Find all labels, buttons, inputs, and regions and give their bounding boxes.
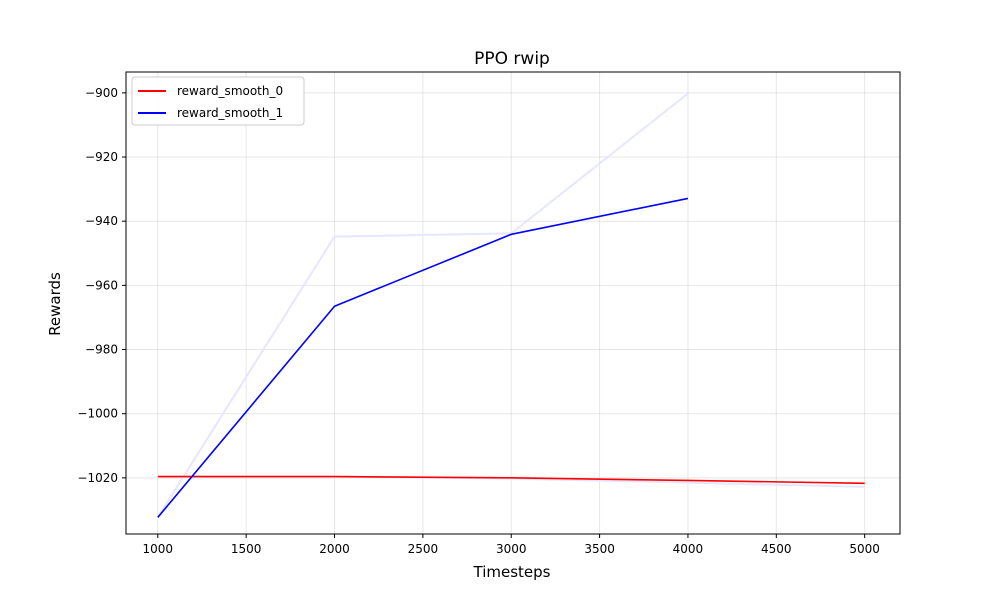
raw-series-line-1 [156,92,689,518]
plot-frame [125,71,901,535]
y-tick-label: −960 [85,278,118,292]
y-tick-label: −900 [85,86,118,100]
legend-label-reward-smooth-1: reward_smooth_1 [177,106,283,120]
y-tick-label: −940 [85,214,118,228]
y-tick-label: −980 [85,343,118,357]
chart-title: PPO rwip [474,49,550,69]
series-layer [157,197,865,518]
series-line-reward-smooth-0 [157,475,865,485]
legend-box [131,76,305,126]
grid [126,72,900,534]
x-tick-label: 1000 [143,542,174,556]
x-tick-label: 3500 [584,542,615,556]
legend-label-reward-smooth-0: reward_smooth_0 [177,84,283,98]
y-tick-label: −920 [85,150,118,164]
x-tick-label: 3000 [496,542,527,556]
x-tick-label: 4000 [673,542,704,556]
legend: reward_smooth_0 reward_smooth_1 [131,76,305,126]
x-axis-ticks: 1000 1500 2000 2500 3000 3500 4000 4500 5000 [143,534,880,556]
x-tick-label: 1500 [231,542,262,556]
series-line-reward-smooth-1 [157,197,689,518]
x-tick-label: 5000 [849,542,880,556]
y-tick-label: −1020 [77,471,118,485]
x-tick-label: 2500 [408,542,439,556]
y-tick-label: −1000 [77,407,118,421]
x-tick-label: 4500 [761,542,792,556]
x-axis-label: Timesteps [473,563,551,581]
y-axis-ticks: −1020 −1000 −980 −960 −940 −920 −900 [77,86,126,485]
y-axis-label: Rewards [46,272,64,336]
x-tick-label: 2000 [319,542,350,556]
